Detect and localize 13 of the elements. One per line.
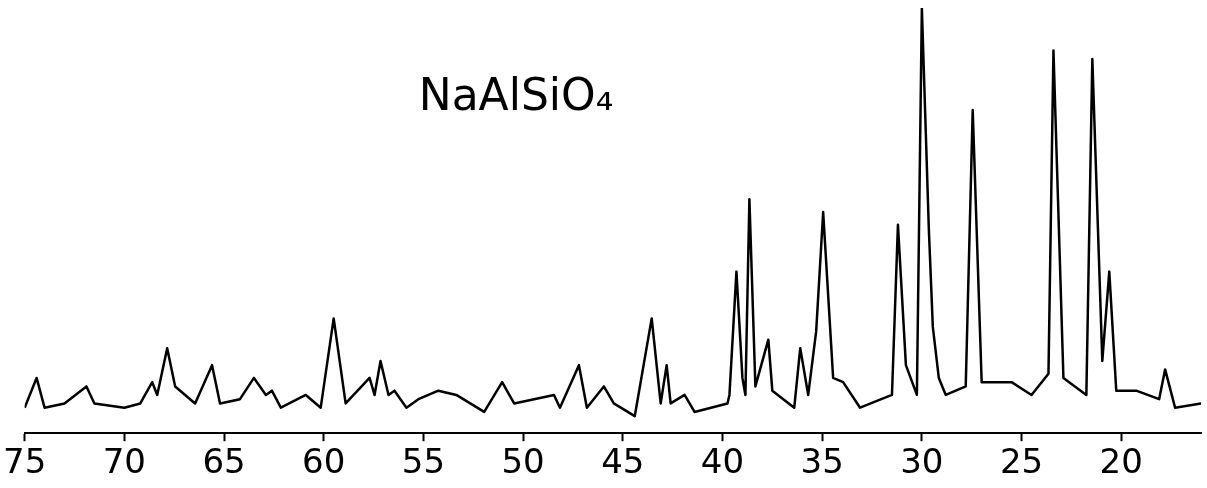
x-tick-label: 20	[1099, 441, 1143, 482]
x-tick-label: 30	[900, 441, 944, 482]
x-tick-label: 40	[700, 441, 745, 482]
x-tick-label: 60	[302, 441, 346, 482]
x-tick-label: 65	[202, 441, 246, 482]
x-tick-label: 70	[102, 441, 146, 482]
x-tick-label: 25	[999, 441, 1044, 482]
annotation: NaAlSiO₄	[418, 69, 614, 120]
x-tick-label: 75	[3, 441, 47, 482]
x-tick-label: 55	[401, 441, 446, 482]
x-tick-label: 50	[501, 441, 545, 482]
x-tick-label: 45	[601, 441, 645, 482]
x-tick-label: 35	[800, 441, 844, 482]
